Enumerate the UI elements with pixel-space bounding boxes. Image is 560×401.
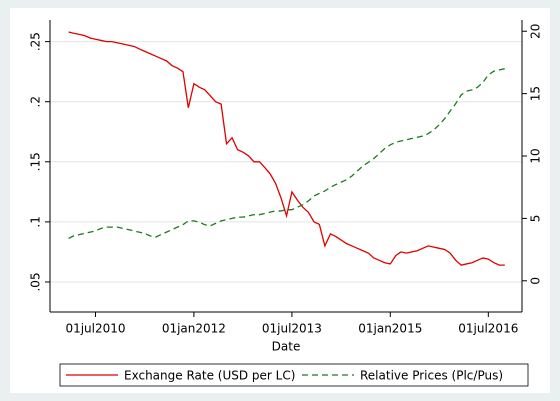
x-tick-label: 01jan2015 [358,322,422,336]
y-tick-label: .1 [29,216,43,227]
legend [59,363,529,387]
series-line [68,31,505,266]
y2-tick-label: 15 [529,86,543,101]
legend-label: Exchange Rate (USD per LC) [124,369,295,383]
y-tick-label: .2 [29,96,43,107]
legend-label: Relative Prices (Plc/Pus) [360,369,503,383]
x-tick-label: 01jul2010 [65,322,125,336]
y-tick-label: .25 [29,32,43,51]
y2-tick-label: 0 [529,277,543,285]
y2-tick-label: 5 [529,215,543,223]
series-line [68,68,505,239]
x-tick-label: 01jul2013 [262,322,322,336]
y-tick-label: .15 [29,152,43,171]
y-tick-label: .05 [29,272,43,291]
plot-area [50,20,522,312]
x-tick-label: 01jan2012 [162,322,226,336]
x-axis-label: Date [272,340,301,354]
x-tick-label: 01jul2016 [458,322,518,336]
y2-tick-label: 10 [529,148,543,163]
y2-tick-label: 20 [529,24,543,39]
